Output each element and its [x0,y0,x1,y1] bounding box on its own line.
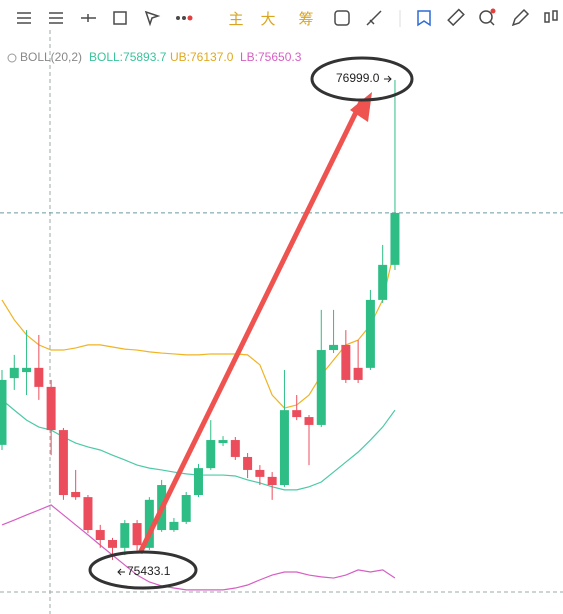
candle-body [58,430,68,496]
candle-body [353,367,363,380]
toolbar-item[interactable]: 大 [260,11,275,28]
plot [0,80,563,591]
candle-body [83,497,93,531]
label-arrow [384,75,392,83]
rect-icon[interactable] [113,11,127,25]
label-arrow [117,568,125,576]
candle-body [9,367,19,379]
toolbar-item[interactable]: 筹 [298,11,313,28]
high-label: 76999.0 [336,71,380,85]
lock-icon[interactable] [7,53,17,63]
indicator-legend: BOLL(20,2) BOLL:75893.7 UB:76137.0 LB:75… [7,50,302,64]
highlight-ellipse [310,56,414,102]
candle-body [304,417,314,425]
candle-body [390,212,400,265]
candle-body [255,469,265,477]
candle-body [169,521,179,531]
candle-body [144,499,154,548]
candle-body [120,523,130,548]
hline-icon[interactable] [81,14,96,22]
candle-body [193,468,203,496]
candle-body [230,440,240,457]
menu-icon[interactable] [17,12,31,24]
indicator-name: BOLL(20,2) [20,50,82,64]
candle-body [378,264,388,300]
ruler-icon[interactable] [447,8,465,27]
indicator-value: UB:76137.0 [170,50,234,64]
dots-icon[interactable] [176,15,193,21]
zoom-icon[interactable] [479,8,496,26]
candle-body [243,456,253,470]
band-line [1,504,396,591]
candle-icon[interactable] [544,10,558,23]
candle-body [22,367,32,373]
candle-body [0,379,7,445]
annotations: 76999.0 75433.1 [88,56,414,590]
candle-body [279,410,289,486]
draw-icon[interactable] [334,10,350,26]
bookmark-icon[interactable] [417,10,431,27]
arrow-shaft [137,98,365,555]
indicator-value: LB:75650.3 [240,50,302,64]
candle-body [71,491,81,498]
tool-icon[interactable] [366,10,382,26]
candle-body [132,523,142,546]
candle-body [46,386,56,431]
candle-body [341,344,351,380]
candle-body [329,344,339,351]
highlight-ellipse [88,550,198,590]
candle-body [34,367,44,387]
list-icon[interactable] [49,12,63,24]
candle-body [206,440,216,469]
candle-body [218,440,228,444]
low-label: 75433.1 [127,564,171,578]
candle-body [292,410,302,418]
candle-body [108,540,118,548]
indicator-value: BOLL:75893.7 [89,50,167,64]
toolbar: 主 大 筹 [17,8,558,28]
pen-icon[interactable] [511,8,530,27]
candle-body [181,495,191,522]
pointer-icon[interactable] [144,10,161,27]
candle-body [267,476,277,486]
candle-body [365,299,375,368]
candle-body [95,530,105,541]
toolbar-item[interactable]: 主 [228,11,243,28]
band-line [1,247,396,409]
candle-body [316,350,326,425]
